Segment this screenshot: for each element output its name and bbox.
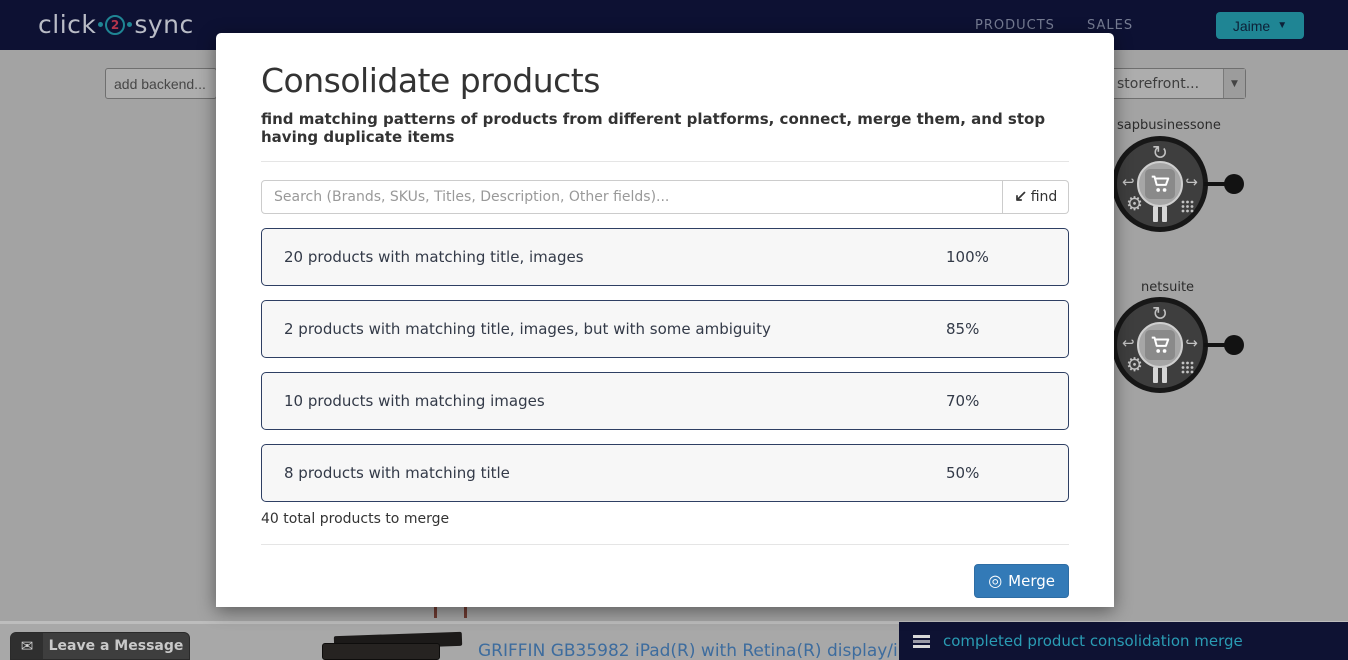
sync-out-icon[interactable]: ↪ [1185,334,1198,352]
connector-label-netsuite: netsuite [1141,280,1195,295]
logo-2-icon: 2 [105,14,126,35]
merge-button-label: Merge [1008,572,1055,590]
match-group-percent: 85% [946,320,980,338]
grid-icon[interactable] [1181,198,1194,217]
cart-icon [1145,169,1175,199]
sync-out-icon[interactable]: ↪ [1185,173,1198,191]
chat-button-label: Leave a Message [48,638,184,654]
find-button[interactable]: find [1003,180,1069,214]
match-group-percent: 100% [946,248,989,266]
modal-subtitle: find matching patterns of products from … [261,110,1046,146]
nav-item-products[interactable]: PRODUCTS [975,18,1055,33]
match-group-label: 20 products with matching title, images [284,248,584,266]
logo-text-right: sync [134,10,194,39]
logo-dot-icon [127,22,133,27]
match-group-label: 10 products with matching images [284,392,545,410]
connector-endpoint[interactable] [1224,174,1244,194]
match-group-row[interactable]: 20 products with matching title, images … [261,228,1069,286]
match-group-row[interactable]: 8 products with matching title 50% [261,444,1069,502]
envelope-icon: ✉ [11,633,43,659]
grid-icon[interactable] [1181,359,1194,378]
gear-icon[interactable]: ⚙ [1126,193,1144,215]
nav-item-sales[interactable]: SALES [1087,18,1134,33]
match-group-percent: 50% [946,464,980,482]
merge-target-icon: ◎ [988,571,1003,590]
find-arrow-icon [1015,191,1026,201]
storefront-select[interactable]: storefront... ▼ [1110,68,1246,99]
consolidate-products-modal: Consolidate products find matching patte… [216,33,1114,607]
connector-line [1204,182,1228,186]
match-group-label: 2 products with matching title, images, … [284,320,771,338]
chat-button[interactable]: ✉ Leave a Message [10,632,190,660]
gear-icon[interactable]: ⚙ [1126,354,1144,376]
table-top-border [0,621,1348,624]
hub-center[interactable] [1137,322,1183,368]
connector-label-sapbusinessone: sapbusinessone [1117,118,1221,133]
search-row: find [261,180,1069,214]
user-menu-button[interactable]: Jaime ▼ [1216,12,1304,39]
find-button-label: find [1030,189,1058,205]
storefront-select-value: storefront... [1117,75,1200,92]
notification-message: completed product consolidation merge [943,632,1243,650]
total-products-label: 40 total products to merge [261,511,450,527]
pause-icon[interactable] [1153,206,1167,222]
merge-button[interactable]: ◎ Merge [974,564,1069,598]
refresh-icon[interactable]: ↻ [1152,142,1168,164]
table-artifact [464,603,467,618]
cart-icon [1145,330,1175,360]
product-link[interactable]: GRIFFIN GB35982 iPad(R) with Retina(R) d… [478,641,899,660]
match-group-percent: 70% [946,392,980,410]
table-artifact [434,603,437,618]
notification-bar[interactable]: completed product consolidation merge [899,622,1348,660]
chevron-down-icon: ▼ [1277,20,1288,31]
connector-hub-sapbusinessone[interactable]: ↻ ↩ ↪ ⚙ [1112,136,1208,232]
divider [261,161,1069,162]
match-group-label: 8 products with matching title [284,464,510,482]
pause-icon[interactable] [1153,367,1167,383]
connector-endpoint[interactable] [1224,335,1244,355]
refresh-icon[interactable]: ↻ [1152,303,1168,325]
connector-hub-netsuite[interactable]: ↻ ↩ ↪ ⚙ [1112,297,1208,393]
hub-center[interactable] [1137,161,1183,207]
log-icon [913,634,930,648]
match-group-row[interactable]: 10 products with matching images 70% [261,372,1069,430]
add-backend-input[interactable] [105,68,217,99]
sync-in-icon[interactable]: ↩ [1122,334,1135,352]
logo-dot-icon [98,22,104,27]
connector-line [1204,343,1228,347]
dropdown-arrow-icon[interactable]: ▼ [1223,69,1245,98]
sync-in-icon[interactable]: ↩ [1122,173,1135,191]
user-name: Jaime [1232,17,1271,34]
divider [261,544,1069,545]
modal-title: Consolidate products [261,61,600,100]
match-group-row[interactable]: 2 products with matching title, images, … [261,300,1069,358]
modal-footer: ◎ Merge [261,564,1069,598]
product-image [322,631,470,660]
search-input[interactable] [261,180,1003,214]
app-logo[interactable]: click 2 sync [38,10,194,39]
logo-text-left: click [38,10,97,39]
